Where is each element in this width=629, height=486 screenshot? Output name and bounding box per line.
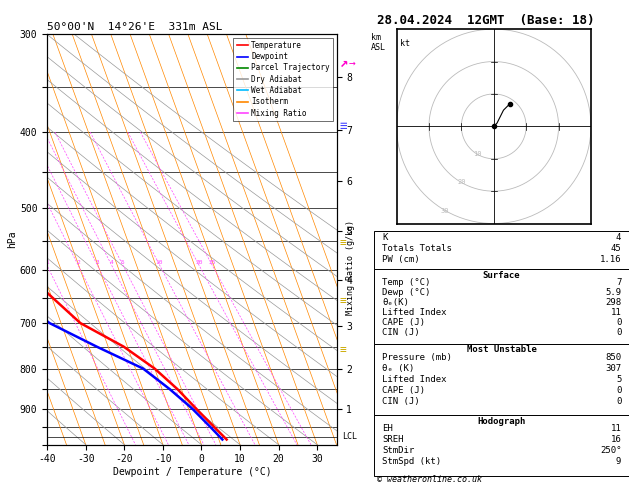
Text: 1: 1 — [45, 260, 48, 265]
Text: 16: 16 — [611, 435, 621, 444]
Text: 11: 11 — [611, 308, 621, 317]
Text: K: K — [382, 233, 387, 242]
Text: SREH: SREH — [382, 435, 403, 444]
Text: 0: 0 — [616, 398, 621, 406]
Text: 5: 5 — [121, 260, 125, 265]
Text: CIN (J): CIN (J) — [382, 328, 420, 337]
Text: →: → — [349, 58, 356, 68]
Text: ≡: ≡ — [340, 238, 347, 248]
Text: 1.16: 1.16 — [600, 255, 621, 263]
Bar — [374, 415, 629, 476]
Text: 28.04.2024  12GMT  (Base: 18): 28.04.2024 12GMT (Base: 18) — [377, 14, 595, 27]
Legend: Temperature, Dewpoint, Parcel Trajectory, Dry Adiabat, Wet Adiabat, Isotherm, Mi: Temperature, Dewpoint, Parcel Trajectory… — [233, 38, 333, 121]
Text: Lifted Index: Lifted Index — [382, 375, 447, 384]
Text: 25: 25 — [208, 260, 216, 265]
Text: 3: 3 — [95, 260, 99, 265]
Text: θₑ (K): θₑ (K) — [382, 364, 414, 373]
Text: Lifted Index: Lifted Index — [382, 308, 447, 317]
Y-axis label: hPa: hPa — [7, 230, 17, 248]
Text: 850: 850 — [605, 353, 621, 362]
Text: Most Unstable: Most Unstable — [467, 346, 537, 354]
Text: 30: 30 — [441, 208, 449, 213]
Text: Dewp (°C): Dewp (°C) — [382, 288, 430, 297]
Text: StmDir: StmDir — [382, 446, 414, 455]
Text: 5: 5 — [616, 375, 621, 384]
Text: CAPE (J): CAPE (J) — [382, 318, 425, 327]
Text: 20: 20 — [457, 179, 465, 186]
Text: ≡: ≡ — [340, 345, 347, 355]
Text: StmSpd (kt): StmSpd (kt) — [382, 457, 441, 467]
Text: 0: 0 — [616, 318, 621, 327]
Bar — [374, 231, 629, 269]
Text: 4: 4 — [616, 233, 621, 242]
Text: 2: 2 — [76, 260, 80, 265]
Text: Temp (°C): Temp (°C) — [382, 278, 430, 287]
Text: 20: 20 — [195, 260, 203, 265]
Text: 250°: 250° — [600, 446, 621, 455]
Y-axis label: km
ASL: km ASL — [371, 33, 386, 52]
Text: EH: EH — [382, 424, 392, 433]
Text: ≡: ≡ — [340, 296, 347, 306]
Text: Hodograph: Hodograph — [477, 417, 526, 426]
Text: 9: 9 — [616, 457, 621, 467]
X-axis label: Dewpoint / Temperature (°C): Dewpoint / Temperature (°C) — [113, 467, 271, 477]
Text: Pressure (mb): Pressure (mb) — [382, 353, 452, 362]
Text: 7: 7 — [616, 278, 621, 287]
Text: 50°00'N  14°26'E  331m ASL: 50°00'N 14°26'E 331m ASL — [47, 22, 223, 32]
Text: © weatheronline.co.uk: © weatheronline.co.uk — [377, 474, 482, 484]
Text: Totals Totals: Totals Totals — [382, 244, 452, 253]
Text: 45: 45 — [611, 244, 621, 253]
Text: θₑ(K): θₑ(K) — [382, 298, 409, 307]
Text: 307: 307 — [605, 364, 621, 373]
Text: ≡: ≡ — [340, 120, 347, 133]
Text: 0: 0 — [616, 386, 621, 395]
Text: Mixing Ratio (g/kg): Mixing Ratio (g/kg) — [347, 220, 355, 315]
Text: ↗: ↗ — [340, 56, 348, 70]
Bar — [374, 344, 629, 415]
Text: CAPE (J): CAPE (J) — [382, 386, 425, 395]
Text: CIN (J): CIN (J) — [382, 398, 420, 406]
Text: kt: kt — [400, 39, 410, 48]
Text: 10: 10 — [155, 260, 163, 265]
Text: PW (cm): PW (cm) — [382, 255, 420, 263]
Text: 0: 0 — [616, 328, 621, 337]
Text: 298: 298 — [605, 298, 621, 307]
Text: LCL: LCL — [342, 432, 357, 441]
Bar — [374, 269, 629, 344]
Text: 10: 10 — [473, 152, 482, 157]
Text: 11: 11 — [611, 424, 621, 433]
Text: 5.9: 5.9 — [605, 288, 621, 297]
Text: Surface: Surface — [483, 271, 520, 279]
Text: 4: 4 — [109, 260, 113, 265]
